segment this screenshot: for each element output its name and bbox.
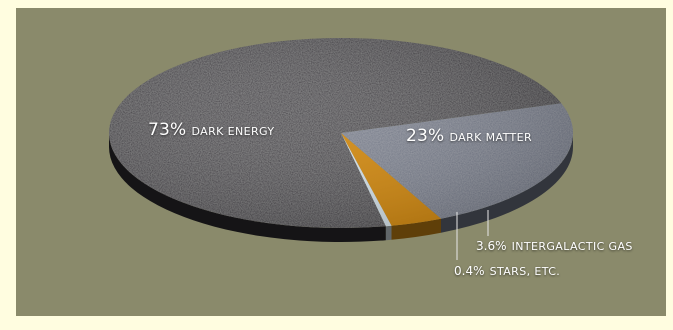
value-dark-energy: 73% xyxy=(148,120,187,140)
pie-side-dark-energy xyxy=(109,133,386,243)
pie-side-layer xyxy=(109,133,573,243)
pie-side-stars-etc xyxy=(385,225,392,241)
pie-chart xyxy=(108,38,573,243)
value-intergalactic-gas: 3.6% xyxy=(476,239,507,253)
pie-top-shading xyxy=(109,38,573,228)
value-dark-matter: 23% xyxy=(406,126,445,146)
name-dark-energy: DARK ENERGY xyxy=(191,125,275,138)
label-intergalactic-gas: 3.6% INTERGALACTIC GAS xyxy=(476,235,633,254)
name-intergalactic-gas: INTERGALACTIC GAS xyxy=(511,240,633,253)
pie-side-intergalactic-gas xyxy=(391,218,442,240)
label-dark-matter: 23% DARK MATTER xyxy=(406,126,532,146)
chart-panel: 73% DARK ENERGY 23% DARK MATTER 3.6% INT… xyxy=(16,8,666,316)
pie-top-layer xyxy=(108,38,573,229)
pie-side-dark-matter xyxy=(441,133,573,233)
label-stars: 0.4% STARS, ETC. xyxy=(454,260,560,279)
name-dark-matter: DARK MATTER xyxy=(449,131,533,144)
value-stars: 0.4% xyxy=(454,264,485,278)
label-dark-energy: 73% DARK ENERGY xyxy=(148,120,275,140)
name-stars: STARS, ETC. xyxy=(489,265,561,278)
